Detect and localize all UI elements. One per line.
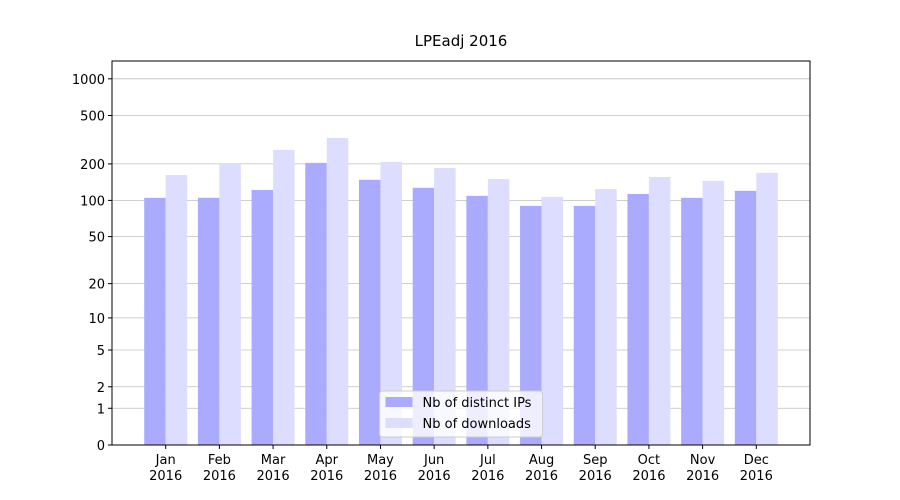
plot-frame <box>111 60 811 446</box>
x-tick-label: Jun 2016 <box>417 453 451 484</box>
legend-label: Nb of downloads <box>423 417 532 432</box>
legend-box <box>379 390 543 438</box>
y-tick-label: 0 <box>97 439 105 454</box>
y-tick-label: 100 <box>80 194 105 209</box>
y-tick-label: 20 <box>88 278 105 293</box>
bar <box>627 193 649 445</box>
bar <box>756 172 778 445</box>
x-tick-label: Nov 2016 <box>686 453 720 484</box>
x-tick-label: Sep 2016 <box>578 453 612 484</box>
y-tick-label: 1 <box>97 402 105 417</box>
bar <box>251 189 274 445</box>
x-tick-label: Apr 2016 <box>310 453 344 484</box>
bar <box>165 175 188 446</box>
bar <box>219 163 241 445</box>
y-tick-label: 5 <box>97 344 105 359</box>
bar <box>144 197 166 445</box>
bar <box>305 162 327 445</box>
bar <box>273 149 295 445</box>
x-tick-label: Aug 2016 <box>524 453 559 484</box>
bar <box>541 196 564 445</box>
bar <box>487 179 510 445</box>
legend-label: Nb of distinct IPs <box>423 396 532 411</box>
bar <box>412 187 435 446</box>
legend-swatch <box>385 418 413 428</box>
y-tick-label: 10 <box>88 312 105 327</box>
bar <box>681 197 703 445</box>
x-tick-label: May 2016 <box>363 453 397 484</box>
bar <box>466 195 488 445</box>
x-tick-label: Jul 2016 <box>471 453 505 484</box>
x-tick-label: Dec 2016 <box>739 453 773 484</box>
legend-swatch <box>385 397 413 407</box>
bar <box>358 179 381 445</box>
x-tick-label: Feb 2016 <box>202 453 236 484</box>
bar <box>326 137 349 445</box>
chart-title: LPEadj 2016 <box>415 32 508 50</box>
bar <box>520 205 542 445</box>
bar <box>702 180 725 446</box>
bar <box>380 161 402 445</box>
x-tick-label: Mar 2016 <box>256 453 290 484</box>
x-tick-label: Jan 2016 <box>149 453 183 484</box>
bar <box>434 168 456 445</box>
bar <box>595 189 617 445</box>
x-tick-label: Oct 2016 <box>632 453 666 484</box>
y-tick-label: 200 <box>80 158 105 173</box>
bar <box>648 177 671 445</box>
legend: Nb of distinct IPs Nb of downloads <box>379 390 543 438</box>
y-tick-label: 1000 <box>72 73 105 88</box>
y-tick-label: 50 <box>88 231 105 246</box>
y-tick-label: 2 <box>97 381 105 396</box>
bar <box>197 197 220 445</box>
bar <box>734 190 757 445</box>
bar <box>573 205 596 445</box>
y-tick-label: 500 <box>80 110 105 125</box>
